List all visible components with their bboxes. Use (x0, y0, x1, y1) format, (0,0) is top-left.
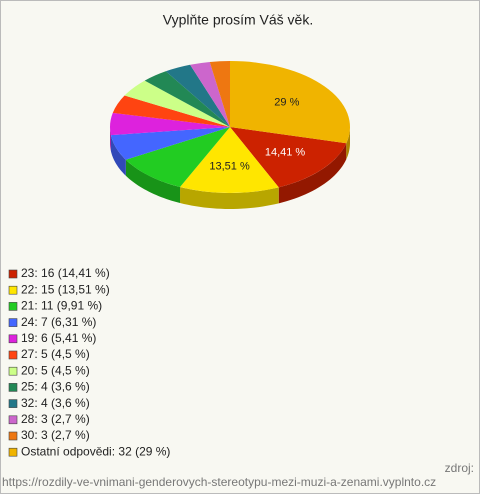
slice-label: 14,41 % (265, 146, 306, 158)
slice (209, 61, 230, 127)
legend-swatch (8, 415, 18, 425)
slice-side (110, 127, 111, 152)
slice-side (125, 159, 181, 204)
legend-label: 27: 5 (4,5 %) (21, 347, 90, 361)
slice (144, 71, 230, 127)
legend-swatch (8, 366, 18, 376)
legend-label: 19: 6 (5,41 %) (21, 331, 96, 345)
legend-swatch (8, 285, 18, 295)
legend-label: 21: 11 (9,91 %) (21, 299, 102, 313)
source: https://rozdily-ve-vnimani-genderovych-s… (2, 475, 436, 489)
legend-swatch (8, 399, 18, 408)
slice-label: 13,51 % (209, 161, 250, 173)
slice-side (346, 127, 350, 160)
legend-swatch (8, 302, 18, 311)
legend-swatch (8, 383, 18, 392)
slice (112, 95, 230, 127)
legend-label: Ostatní odpovědi: 32 (29 %) (21, 444, 170, 458)
legend-label: 20: 5 (4,5 %) (21, 363, 90, 377)
slice (190, 61, 230, 127)
legend-swatch (8, 269, 18, 279)
slice-label: 29 % (274, 97, 299, 109)
slice (230, 127, 347, 188)
source-label: zdroj: (445, 461, 474, 475)
slice (124, 80, 230, 127)
slice (165, 64, 230, 127)
slice-side (110, 135, 126, 176)
legend-label: 32: 4 (3,6 %) (21, 396, 90, 410)
slice (110, 112, 230, 136)
slice (110, 127, 230, 160)
slice-side (180, 187, 279, 209)
legend-swatch (8, 431, 18, 441)
slice-side (278, 143, 347, 204)
legend-label: 22: 15 (13,51 %) (21, 282, 110, 296)
legend-label: 24: 7 (6,31 %) (21, 315, 96, 329)
slice (125, 127, 230, 188)
legend-label: 28: 3 (2,7 %) (21, 412, 90, 426)
legend-swatch (8, 318, 18, 327)
slice (180, 127, 279, 193)
legend-swatch (8, 447, 18, 457)
legend-swatch (8, 334, 18, 344)
legend-label: 23: 16 (14,41 %) (21, 266, 110, 280)
chart-title: Vyplňte prosím Váš věk. (163, 12, 313, 28)
slice (230, 61, 351, 144)
legend-label: 25: 4 (3,6 %) (21, 380, 90, 394)
legend-label: 30: 3 (2,7 %) (21, 428, 90, 442)
legend-swatch (8, 350, 18, 360)
